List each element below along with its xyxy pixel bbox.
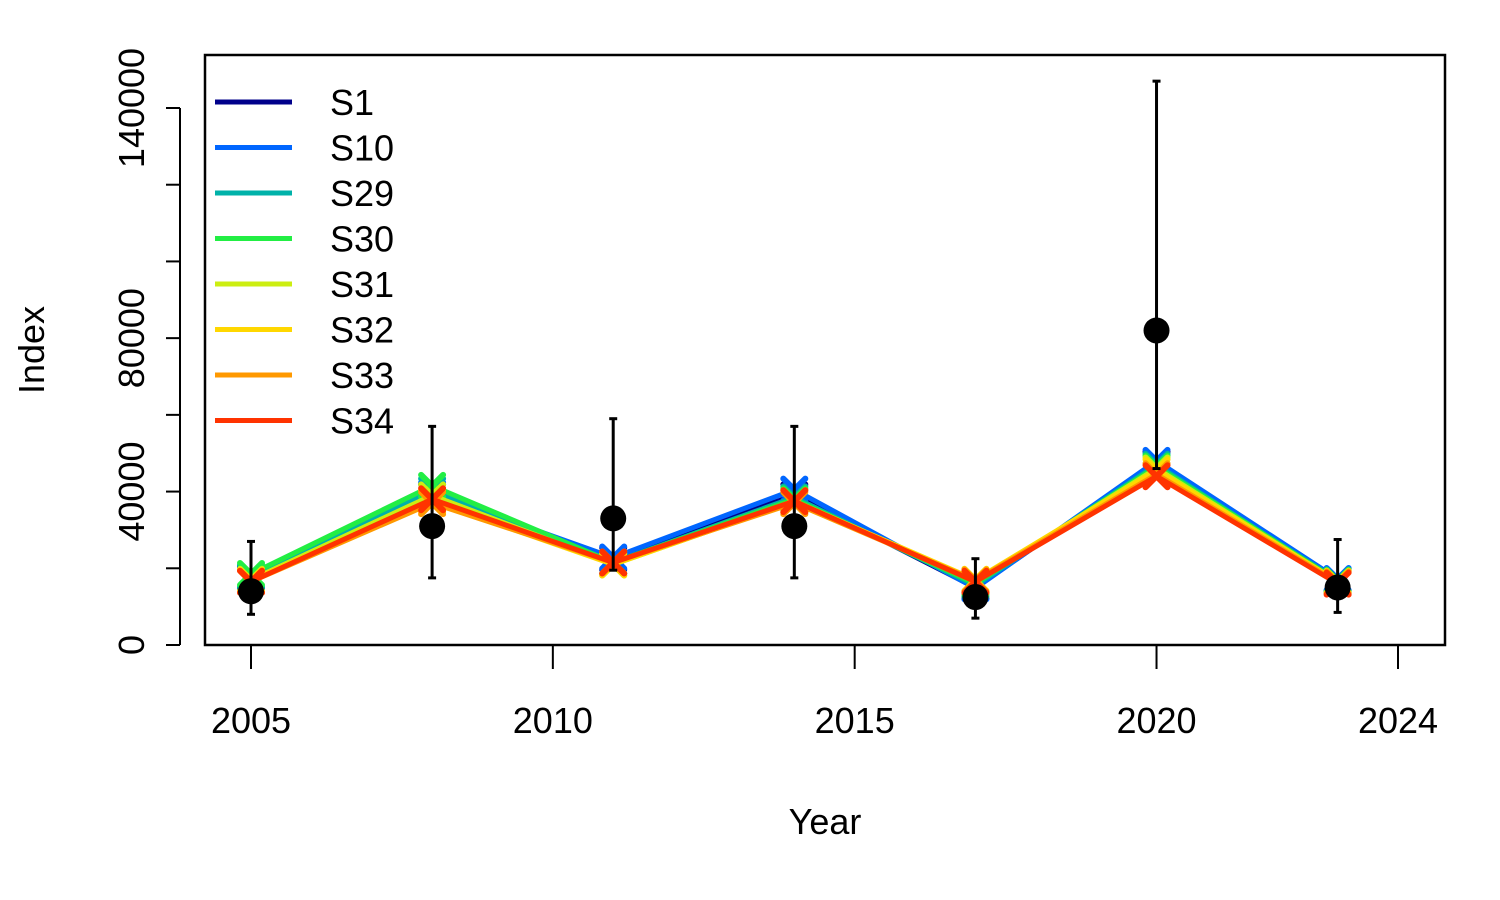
legend-label: S33: [330, 355, 394, 396]
y-axis-title: Index: [11, 306, 52, 394]
legend-label: S32: [330, 310, 394, 351]
observed-point: [600, 505, 627, 532]
observed-point-group: [419, 424, 446, 580]
legend-label: S1: [330, 82, 374, 123]
x-tick-label: 2010: [513, 700, 593, 741]
x-tick-label: 2024: [1358, 700, 1438, 741]
observed-point-group: [962, 557, 989, 620]
observed-point: [781, 513, 808, 540]
observed-point: [962, 584, 989, 611]
observed-point-group: [238, 539, 264, 616]
x-axis: 2005 2010 2015 2020 2024: [211, 644, 1438, 741]
legend-item-s32: S32: [215, 310, 394, 351]
legend-item-s29: S29: [215, 173, 394, 214]
legend-item-s34: S34: [215, 401, 394, 442]
observed-point: [238, 578, 264, 605]
y-tick-label: 40000: [111, 442, 152, 542]
series-point: [1142, 462, 1171, 491]
y-tick-label: 80000: [111, 288, 152, 388]
x-axis-title: Year: [789, 801, 862, 842]
observed-point-group: [1324, 538, 1351, 614]
x-tick-label: 2020: [1116, 700, 1196, 741]
legend-item-s33: S33: [215, 355, 394, 396]
legend-label: S10: [330, 128, 394, 169]
x-tick-label: 2005: [211, 700, 291, 741]
observed-point-group: [1143, 79, 1170, 471]
y-tick-label: 140000: [111, 48, 152, 168]
legend-label: S30: [330, 219, 394, 260]
legend-item-s10: S10: [215, 128, 394, 169]
legend-item-s31: S31: [215, 264, 394, 305]
legend-item-s1: S1: [215, 82, 374, 123]
observed-point: [1324, 574, 1351, 601]
observed-layer: [238, 79, 1351, 620]
x-tick-label: 2015: [815, 700, 895, 741]
observed-point: [1143, 317, 1170, 344]
observed-point-group: [600, 417, 627, 572]
legend-label: S29: [330, 173, 394, 214]
observed-point: [419, 513, 446, 540]
legend-item-s30: S30: [215, 219, 394, 260]
y-tick-label: 0: [111, 635, 152, 655]
legend-label: S31: [330, 264, 394, 305]
y-axis: 0 40000 80000 140000: [111, 48, 181, 655]
legend-label: S34: [330, 401, 394, 442]
observed-point-group: [781, 424, 808, 580]
